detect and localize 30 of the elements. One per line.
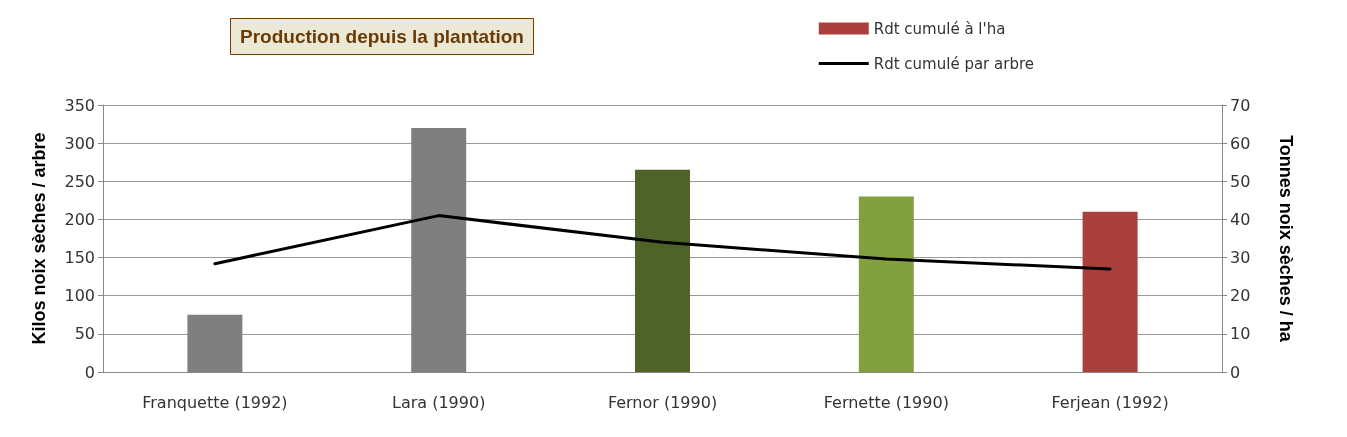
y2-tick-label: 60 [1230,133,1251,153]
y2-tick-label: 20 [1230,286,1251,306]
y2-tick-label: 40 [1230,209,1251,229]
y2-axis-title: Tonnes noix sèches / ha [1276,135,1296,343]
y-axis-title: Kilos noix sèches / arbre [29,132,49,345]
y2-tick-label: 50 [1230,171,1251,191]
y-tick-label: 50 [74,324,95,344]
y2-tick-label: 0 [1230,362,1241,382]
y-tick-label: 300 [64,133,95,153]
bar [1082,211,1138,372]
x-tick-label: Fernor (1990) [607,392,718,412]
y-tick-label: 250 [64,171,95,191]
y2-tick-label: 10 [1230,324,1251,344]
y-tick-label: 100 [64,286,95,306]
legend-label: Rdt cumulé à l'ha [873,19,1006,38]
bar [635,169,690,372]
legend-label: Rdt cumulé par arbre [873,54,1035,73]
y-tick-label: 150 [64,248,95,268]
y-tick-label: 350 [64,95,95,115]
x-tick-label: Ferjean (1992) [1051,392,1169,412]
y2-tick-label: 30 [1230,248,1251,268]
line-series [213,214,1112,271]
chart-title: Production depuis la plantation [240,26,524,47]
x-tick-label: Fernette (1990) [823,392,949,412]
y-tick-label: 0 [84,362,95,382]
x-tick-label: Lara (1990) [392,392,486,412]
y2-tick-label: 70 [1230,95,1251,115]
bar [858,196,914,372]
x-tick-label: Franquette (1992) [142,392,288,412]
y-tick-label: 200 [64,209,95,229]
